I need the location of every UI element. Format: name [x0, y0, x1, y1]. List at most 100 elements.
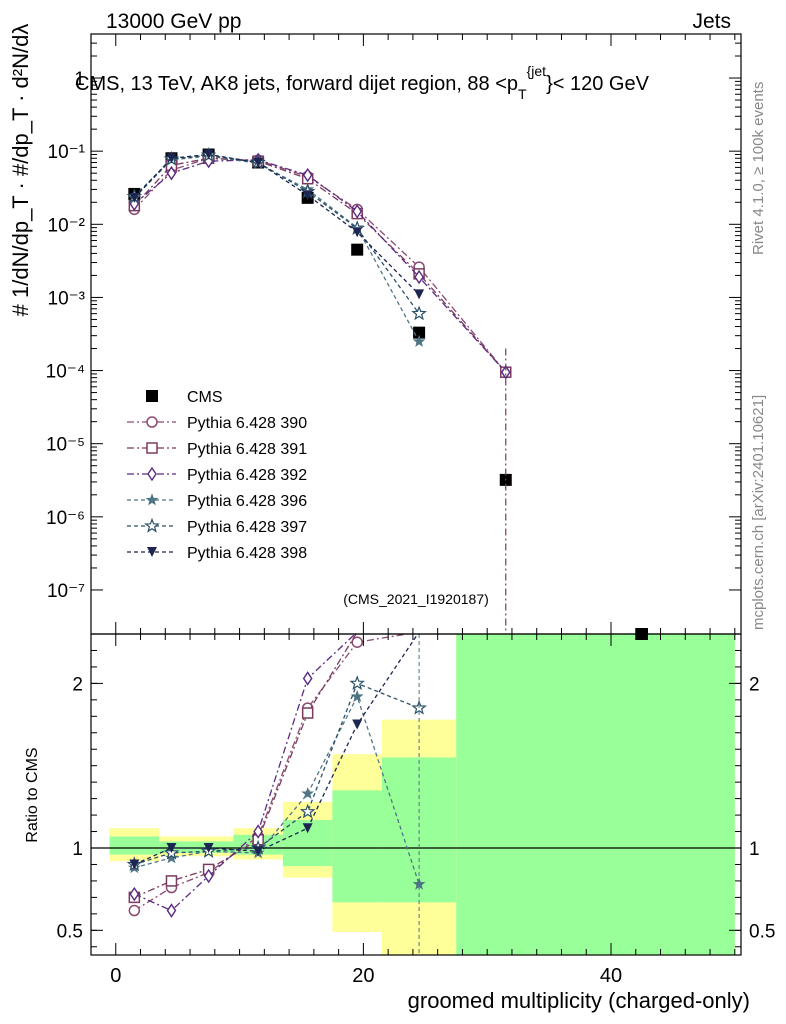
legend-label: Pythia 6.428 396 [187, 493, 307, 510]
ratio-bands [91, 634, 741, 955]
data-point [302, 190, 313, 201]
ratio-point [253, 846, 264, 857]
ratio-point [351, 636, 363, 648]
x-axis-label: groomed multiplicity (charged-only) [408, 988, 750, 1013]
ratio-point [166, 903, 177, 918]
main-tick-label: 10⁻⁷ [47, 581, 85, 602]
band-green [332, 790, 382, 903]
ratio-point [203, 843, 214, 853]
ratio-point [253, 824, 263, 839]
main-tick-label: 10⁻⁶ [46, 508, 85, 529]
data-point [166, 165, 177, 181]
beam-label: 13000 GeV pp [106, 10, 241, 33]
ratio-frame [90, 633, 742, 956]
ratio-series-p398 [129, 634, 419, 870]
ratio-point [302, 823, 313, 834]
data-point [352, 204, 363, 219]
main-tick-label: 10⁻⁴ [46, 362, 85, 383]
data-point [412, 334, 426, 347]
mcplots-label: mcplots.cern.ch [arXiv:2401.10621] [750, 395, 767, 630]
data-point [253, 157, 264, 168]
ratio-series-p392 [129, 634, 357, 918]
legend-entry-p397: Pythia 6.428 397 [127, 517, 307, 536]
legend-label: Pythia 6.428 397 [187, 519, 307, 536]
ratio-point [166, 843, 177, 853]
legend-entry-cms: CMS [146, 389, 223, 406]
main-tick-label: 1 [74, 69, 85, 90]
ratio-panel [126, 634, 427, 955]
axis-ticks: 110⁻¹10⁻²10⁻³10⁻⁴10⁻⁵10⁻⁶10⁻⁷0.5 0.51 12 20… [46, 33, 775, 987]
main-panel [126, 146, 648, 640]
legend-label: Pythia 6.428 391 [187, 441, 307, 458]
legend-marker [146, 442, 158, 454]
ratio-tick-label-right: 0.5 [749, 921, 775, 942]
data-point [203, 149, 214, 160]
band-green [456, 634, 735, 955]
ratio-point [129, 886, 140, 902]
legend-entry-p396: Pythia 6.428 396 [127, 493, 307, 510]
data-point [500, 364, 511, 380]
series-line-p391 [133, 157, 507, 373]
x-tick-label: 40 [600, 965, 622, 987]
x-tick-label: 20 [352, 965, 374, 987]
legend-marker [146, 416, 158, 428]
legend-label: Pythia 6.428 390 [187, 415, 307, 432]
legend-entry-p392: Pythia 6.428 392 [127, 466, 307, 484]
y-label-text: # 1/dN/dp_T · #/dp_T · d²N/dλ [8, 24, 33, 317]
data-point [129, 192, 140, 203]
series-line-p390 [133, 157, 507, 373]
ratio-point [165, 875, 178, 887]
legend-entry-p391: Pythia 6.428 391 [127, 441, 307, 458]
ratio-point [350, 689, 364, 702]
x-tick-label: 0 [110, 965, 121, 987]
ratio-tick-label-right: 2 [749, 674, 760, 695]
main-y-label: # 1/dN/dp_T · #/dp_T · d²N/dλ [8, 24, 33, 317]
analysis-tag: (CMS_2021_I1920187) [343, 591, 489, 607]
ratio-tick-label: 0.5 [57, 921, 83, 942]
main-tick-label: 10⁻³ [48, 288, 86, 309]
ratio-tick-label: 1 [72, 839, 83, 860]
ratio-point [299, 803, 316, 819]
data-point [302, 167, 313, 183]
legend-entry-p390: Pythia 6.428 390 [127, 415, 307, 432]
rivet-version-label: Rivet 4.1.0, ≥ 100k events [750, 82, 767, 255]
legend-entry-p398: Pythia 6.428 398 [127, 545, 307, 562]
legend-label: Pythia 6.428 398 [187, 545, 307, 562]
legend-label: CMS [187, 389, 223, 406]
legend-marker [145, 493, 159, 506]
ratio-point [349, 675, 366, 690]
legend-marker [147, 466, 157, 482]
ratio-point [129, 859, 140, 870]
data-point [413, 326, 426, 339]
data-point [351, 243, 364, 256]
process-label: Jets [692, 10, 731, 33]
series-p398 [129, 149, 425, 300]
ratio-point [128, 904, 141, 917]
ratio-y-label: Ratio to CMS [24, 747, 41, 842]
main-tick-label: 10⁻² [48, 215, 86, 236]
band-green [159, 841, 234, 853]
ratio-tick-label-right: 1 [749, 839, 760, 860]
legend-marker [147, 547, 157, 557]
ratio-point [203, 868, 214, 884]
cms-edge-marker [635, 630, 648, 634]
data-point [414, 269, 424, 285]
ratio-point [352, 719, 363, 730]
ratio-tick-label: 2 [72, 674, 83, 695]
main-tick-label: 10⁻¹ [48, 142, 86, 163]
main-tick-label: 10⁻⁵ [46, 435, 85, 456]
data-point [414, 289, 425, 300]
data-point [352, 227, 363, 238]
data-point [166, 153, 177, 164]
band-green [109, 836, 160, 855]
legend: CMS Pythia 6.428 390 Pythia 6.428 391 Pythi… [127, 389, 307, 562]
data-point [411, 305, 427, 321]
legend-marker [146, 390, 158, 402]
ratio-point [301, 707, 314, 719]
legend-marker [144, 517, 160, 533]
legend-label: Pythia 6.428 392 [187, 467, 307, 484]
ratio-point [302, 671, 313, 686]
series-line-p392 [133, 159, 507, 373]
ratio-point [301, 787, 315, 800]
